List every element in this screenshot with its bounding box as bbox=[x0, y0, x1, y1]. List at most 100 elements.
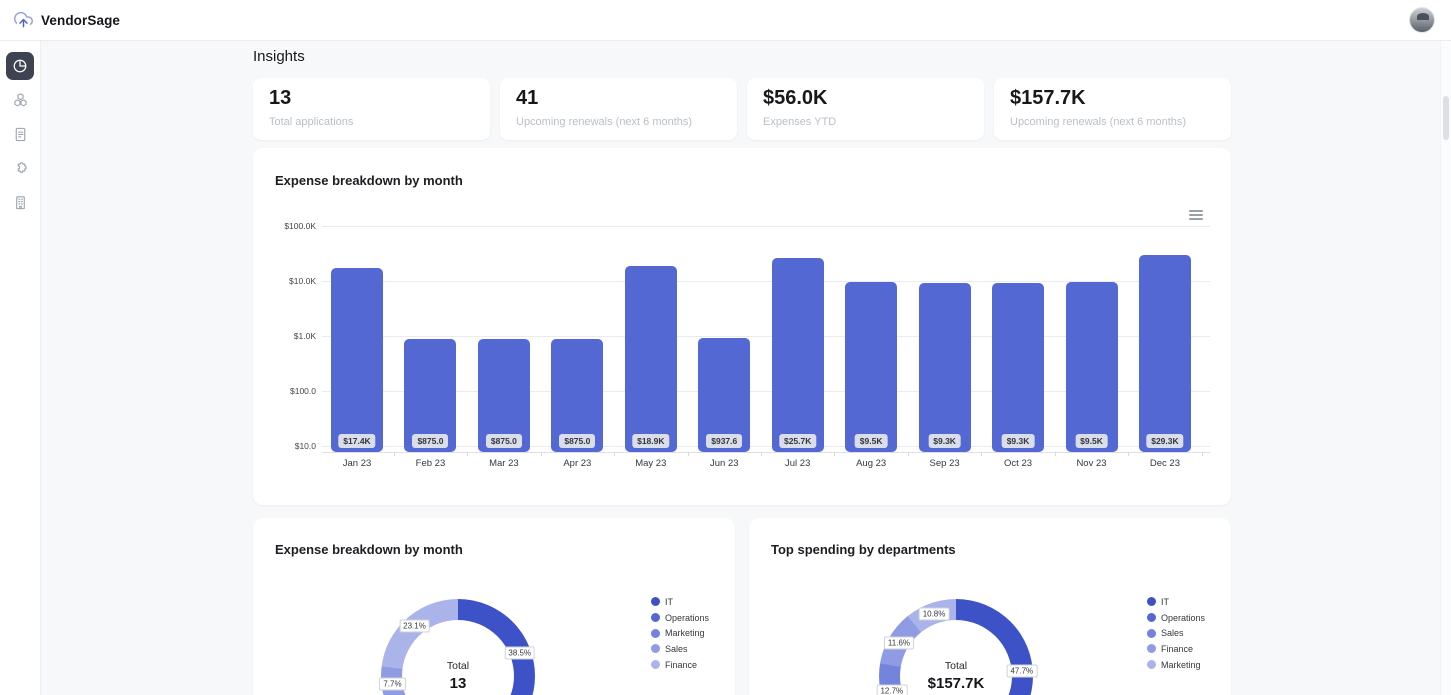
stat-card-upcoming-renewals-amount: $157.7K Upcoming renewals (next 6 months… bbox=[994, 78, 1231, 140]
page-title: Insights bbox=[253, 48, 305, 65]
legend-item-finance[interactable]: Finance bbox=[1147, 641, 1205, 657]
bar[interactable] bbox=[331, 267, 383, 452]
legend-item-sales[interactable]: Sales bbox=[651, 641, 709, 657]
bar[interactable] bbox=[698, 337, 751, 452]
x-axis-tick bbox=[834, 452, 836, 456]
bar-value-label: $9.3K bbox=[928, 434, 961, 448]
legend-item-it[interactable]: IT bbox=[1147, 594, 1205, 610]
sidebar-item-documents[interactable] bbox=[6, 120, 34, 148]
sidebar-item-insights[interactable] bbox=[6, 52, 34, 80]
bar-value-label: $937.6 bbox=[706, 434, 743, 448]
chart-menu-icon[interactable] bbox=[1189, 210, 1203, 222]
bar-value-label: $29.3K bbox=[1146, 434, 1184, 448]
app-logo[interactable]: VendorSage bbox=[0, 10, 120, 31]
legend-label: IT bbox=[1161, 596, 1169, 607]
donut-center: Total 13 bbox=[402, 620, 514, 695]
bar[interactable] bbox=[771, 258, 824, 452]
donut-slice-label: 23.1% bbox=[399, 619, 430, 633]
sidebar-item-organization[interactable] bbox=[6, 188, 34, 216]
donut-legend: IT Operations Marketing Sales Finance bbox=[651, 594, 709, 672]
legend-item-sales[interactable]: Sales bbox=[1147, 625, 1205, 641]
stat-card-expenses-ytd: $56.0K Expenses YTD bbox=[747, 78, 984, 140]
stat-label: Upcoming renewals (next 6 months) bbox=[1010, 116, 1187, 128]
sidebar-item-applications[interactable] bbox=[6, 86, 34, 114]
legend-item-marketing[interactable]: Marketing bbox=[1147, 657, 1205, 673]
bar[interactable] bbox=[624, 265, 677, 452]
x-axis-category-label: Dec 23 bbox=[1149, 458, 1180, 469]
legend-bullet bbox=[651, 597, 660, 607]
donut-slice-label: 38.5% bbox=[504, 646, 536, 660]
stat-label: Total applications bbox=[269, 116, 354, 128]
bar[interactable] bbox=[1138, 255, 1191, 452]
legend-item-operations[interactable]: Operations bbox=[1147, 610, 1205, 626]
bar-value-label: $875.0 bbox=[412, 434, 449, 448]
x-axis-category-label: Sep 23 bbox=[929, 458, 960, 469]
legend-item-operations[interactable]: Operations bbox=[651, 610, 709, 626]
donut-slice-label: 12.7% bbox=[876, 684, 908, 695]
gridline bbox=[322, 336, 1210, 337]
legend-label: Operations bbox=[1161, 612, 1206, 623]
x-axis-category-label: May 23 bbox=[635, 458, 667, 469]
legend-label: IT bbox=[665, 596, 673, 607]
donut-total-label: Total bbox=[944, 660, 968, 672]
cloud-upload-icon bbox=[13, 10, 34, 31]
legend-label: Operations bbox=[665, 612, 710, 623]
legend-bullet bbox=[651, 628, 660, 638]
stat-value: $157.7K bbox=[1010, 87, 1086, 109]
donut-slice-label: 7.7% bbox=[379, 677, 406, 691]
gridline bbox=[322, 281, 1210, 282]
y-axis-tick-label: $100.0K bbox=[284, 221, 316, 231]
app-name: VendorSage bbox=[41, 12, 121, 28]
legend-bullet bbox=[1147, 628, 1156, 638]
legend-label: Marketing bbox=[1161, 659, 1201, 670]
x-axis-tick bbox=[393, 452, 395, 456]
scrollbar-thumb[interactable] bbox=[1443, 96, 1449, 140]
donut-row: Expense breakdown by month Total 13 38.5… bbox=[253, 518, 1231, 695]
bar[interactable] bbox=[1065, 282, 1118, 452]
bar[interactable] bbox=[992, 282, 1045, 452]
y-axis-tick-label: $100.0 bbox=[290, 386, 316, 396]
legend-bullet bbox=[1147, 644, 1156, 654]
y-axis-tick-label: $10.0 bbox=[294, 441, 316, 451]
hexagon-cluster-icon bbox=[12, 92, 29, 109]
gridline bbox=[322, 226, 1210, 227]
bar-value-label: $9.3K bbox=[1001, 434, 1035, 448]
stat-value: 13 bbox=[269, 87, 292, 109]
stat-label: Expenses YTD bbox=[763, 116, 837, 128]
bar[interactable] bbox=[845, 282, 898, 452]
x-axis-category-label: Nov 23 bbox=[1076, 458, 1107, 469]
bar-value-label: $875.0 bbox=[485, 434, 522, 448]
legend-bullet bbox=[651, 644, 660, 654]
bar-chart-card: Expense breakdown by month $100.0K $10.0K… bbox=[253, 148, 1231, 505]
puzzle-icon bbox=[12, 160, 29, 177]
x-axis-tick bbox=[1054, 452, 1056, 456]
sidebar-item-integrations[interactable] bbox=[6, 154, 34, 182]
legend-label: Marketing bbox=[665, 628, 705, 639]
bar-value-label: $9.5K bbox=[1075, 434, 1108, 448]
bar[interactable] bbox=[477, 339, 530, 452]
stats-row: 13 Total applications 41 Upcoming renewa… bbox=[253, 78, 1231, 140]
donut-slice-label: 10.8% bbox=[918, 607, 950, 621]
document-icon bbox=[12, 126, 29, 143]
bar-value-label: $875.0 bbox=[559, 434, 596, 448]
bar[interactable] bbox=[918, 282, 971, 452]
x-axis-tick bbox=[467, 452, 469, 456]
bar-chart-plot: $100.0K $10.0K $1.0K $100.0 $10.0 $17.4K Jan 2… bbox=[284, 221, 1210, 469]
x-axis-category-label: Aug 23 bbox=[856, 458, 887, 469]
donut-slice-label: 11.6% bbox=[883, 636, 915, 650]
legend-item-it[interactable]: IT bbox=[651, 594, 709, 610]
legend-item-marketing[interactable]: Marketing bbox=[651, 625, 709, 641]
legend-item-finance[interactable]: Finance bbox=[651, 657, 709, 673]
gridline bbox=[322, 446, 1210, 447]
user-avatar[interactable] bbox=[1409, 7, 1435, 33]
legend-label: Finance bbox=[665, 659, 698, 670]
stat-label: Upcoming renewals (next 6 months) bbox=[516, 116, 693, 128]
legend-label: Sales bbox=[1161, 628, 1184, 639]
x-axis-category-label: Feb 23 bbox=[415, 458, 446, 469]
x-axis-tick bbox=[540, 452, 542, 456]
bar[interactable] bbox=[404, 339, 457, 452]
bar[interactable] bbox=[551, 339, 604, 452]
donut-chart-title: Top spending by departments bbox=[771, 542, 956, 557]
donut-legend: IT Operations Sales Finance Marketing bbox=[1147, 594, 1205, 672]
scrollbar-track[interactable] bbox=[1440, 41, 1451, 695]
